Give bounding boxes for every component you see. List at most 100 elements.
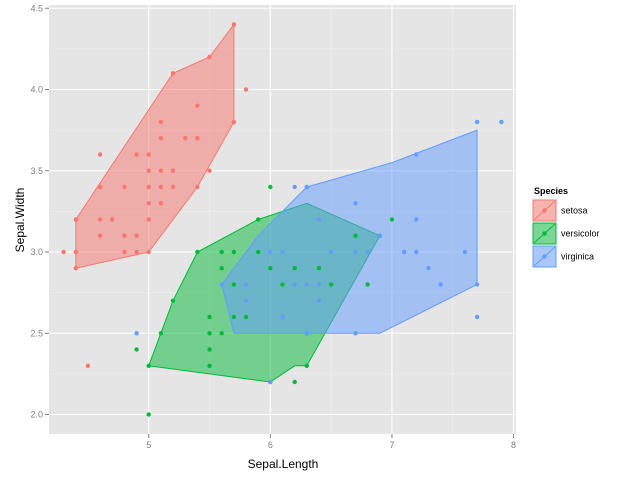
point-setosa [158,201,164,206]
point-virginica [243,282,249,287]
point-versicolor [389,217,395,222]
point-versicolor [268,184,273,190]
point-virginica [353,249,358,255]
x-tick-label: 7 [389,440,394,450]
point-versicolor [207,347,212,352]
point-setosa [61,249,66,255]
point-setosa [158,119,164,125]
legend-key-point [542,231,547,236]
x-axis-title: Sepal.Length [248,457,319,471]
point-setosa [195,136,200,141]
point-virginica [219,282,224,287]
point-setosa [231,119,237,125]
x-tick-label: 5 [146,440,151,450]
point-virginica [316,298,322,303]
point-versicolor [256,217,261,222]
point-virginica [377,233,382,238]
point-setosa [183,136,188,141]
x-tick-label: 6 [268,440,273,450]
point-setosa [207,168,212,173]
point-setosa [97,184,103,190]
point-setosa [146,217,151,222]
point-virginica [474,282,480,287]
point-versicolor [134,347,139,352]
point-versicolor [207,314,212,320]
point-virginica [304,331,309,336]
point-versicolor [207,331,212,336]
point-setosa [134,152,139,157]
point-virginica [280,249,285,255]
point-virginica [414,152,419,157]
point-virginica [414,249,419,255]
point-setosa [97,217,103,222]
point-versicolor [219,249,224,255]
legend-key-point [542,254,547,259]
point-virginica [414,217,419,222]
point-setosa [170,168,176,173]
point-setosa [85,363,91,368]
point-virginica [243,298,249,303]
x-tick-label: 8 [511,440,516,450]
point-virginica [304,282,309,287]
y-tick-label: 2.5 [30,328,43,338]
point-virginica [268,379,273,385]
x-axis-ticks: 5 6 7 8 [146,434,516,450]
point-setosa [207,54,212,60]
point-setosa [146,152,151,157]
point-virginica [401,249,407,255]
y-axis-title: Sepal.Width [13,188,27,253]
point-versicolor [243,314,249,320]
point-versicolor [146,363,151,368]
point-versicolor [304,363,309,368]
point-versicolor [219,331,224,336]
y-tick-label: 2.0 [30,410,43,420]
point-versicolor [268,266,273,271]
point-versicolor [231,249,237,255]
point-versicolor [365,282,370,287]
point-versicolor [231,282,237,287]
point-virginica [499,119,504,125]
y-tick-label: 3.5 [30,166,43,176]
point-setosa [195,103,200,108]
point-setosa [158,168,164,173]
point-setosa [73,266,79,271]
point-setosa [110,217,115,222]
point-virginica [316,217,322,222]
point-setosa [158,136,164,141]
point-setosa [73,249,79,255]
point-setosa [243,87,249,92]
point-virginica [353,331,358,336]
y-tick-label: 4.5 [30,3,43,13]
point-versicolor [280,282,285,287]
point-virginica [280,314,285,320]
hull-virginica [221,129,478,334]
point-virginica [365,249,370,255]
point-virginica [134,331,139,336]
species-points [61,22,504,417]
point-versicolor [219,266,224,271]
point-versicolor [231,314,237,320]
legend-label-virginica: virginica [561,252,594,262]
point-virginica [328,249,334,255]
point-setosa [122,184,127,190]
point-versicolor [256,249,261,255]
point-setosa [134,249,139,255]
point-virginica [304,184,309,190]
legend-title: Species [534,186,568,196]
point-versicolor [292,266,297,271]
y-tick-label: 4.0 [30,85,43,95]
point-versicolor [353,233,358,238]
point-setosa [122,233,127,238]
point-virginica [292,184,297,190]
point-setosa [122,249,127,255]
point-setosa [158,184,164,190]
point-setosa [97,152,103,157]
point-setosa [97,233,103,238]
point-virginica [474,119,480,125]
point-setosa [134,233,139,238]
y-tick-label: 3.0 [30,247,43,257]
point-setosa [195,184,200,190]
point-setosa [170,184,176,190]
species-hulls [75,23,478,383]
